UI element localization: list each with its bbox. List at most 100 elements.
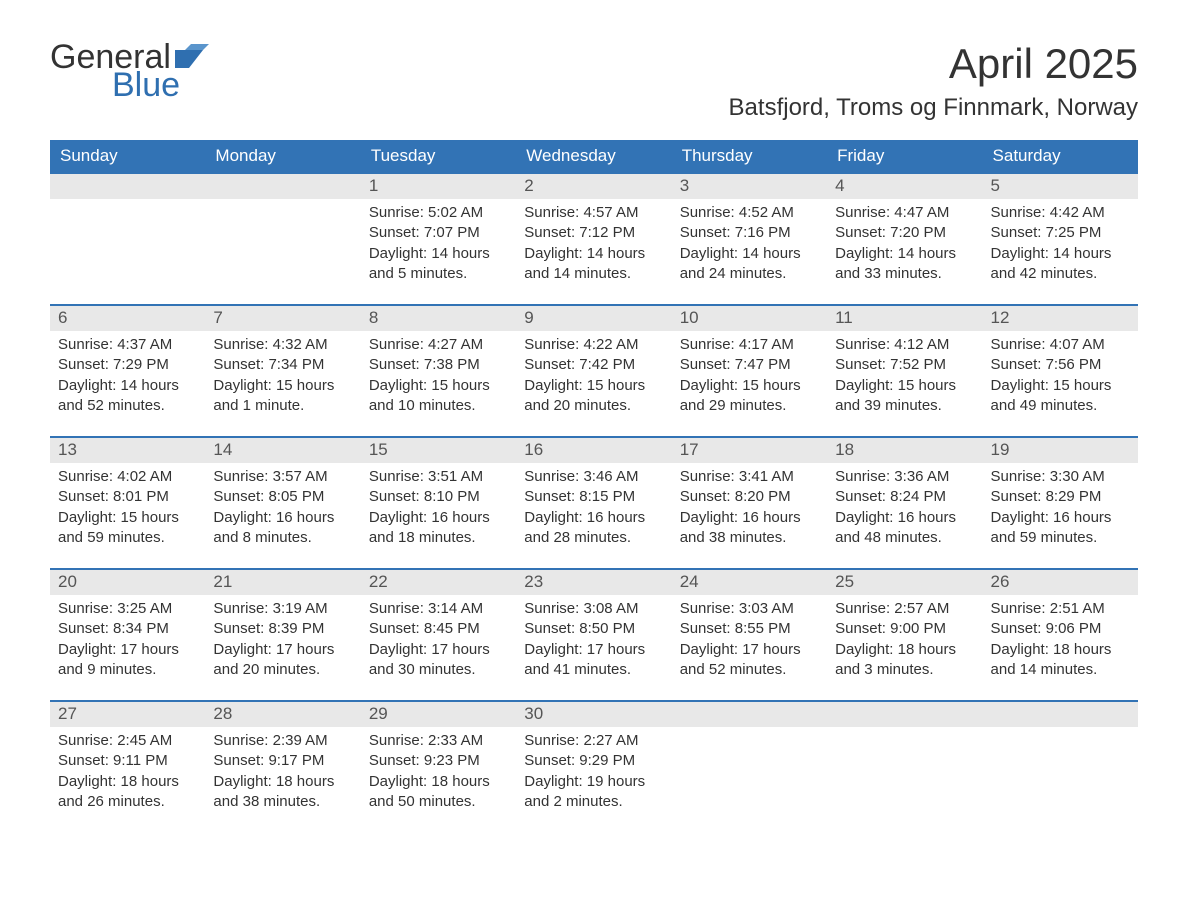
day-content: Sunrise: 4:02 AMSunset: 8:01 PMDaylight:…: [50, 463, 205, 568]
day-line: Sunset: 7:38 PM: [369, 355, 508, 375]
day-line: and 10 minutes.: [369, 396, 508, 416]
day-line: Sunrise: 4:17 AM: [680, 335, 819, 355]
day-content: Sunrise: 4:52 AMSunset: 7:16 PMDaylight:…: [672, 199, 827, 304]
calendar-cell: 1Sunrise: 5:02 AMSunset: 7:07 PMDaylight…: [361, 173, 516, 305]
day-content: Sunrise: 4:32 AMSunset: 7:34 PMDaylight:…: [205, 331, 360, 436]
day-content: Sunrise: 2:57 AMSunset: 9:00 PMDaylight:…: [827, 595, 982, 700]
day-line: and 28 minutes.: [524, 528, 663, 548]
day-line: and 14 minutes.: [524, 264, 663, 284]
logo: General Blue: [50, 40, 209, 102]
day-content: Sunrise: 3:41 AMSunset: 8:20 PMDaylight:…: [672, 463, 827, 568]
calendar-cell: 16Sunrise: 3:46 AMSunset: 8:15 PMDayligh…: [516, 437, 671, 569]
calendar-cell: 6Sunrise: 4:37 AMSunset: 7:29 PMDaylight…: [50, 305, 205, 437]
day-line: Sunset: 9:00 PM: [835, 619, 974, 639]
calendar-cell: [827, 701, 982, 832]
day-header-row: SundayMondayTuesdayWednesdayThursdayFrid…: [50, 140, 1138, 173]
day-line: Sunset: 9:17 PM: [213, 751, 352, 771]
title-block: April 2025 Batsfjord, Troms og Finnmark,…: [729, 40, 1138, 122]
day-line: and 1 minute.: [213, 396, 352, 416]
day-line: and 49 minutes.: [991, 396, 1130, 416]
day-line: Sunrise: 3:19 AM: [213, 599, 352, 619]
day-number: 30: [516, 702, 671, 727]
day-line: and 38 minutes.: [680, 528, 819, 548]
day-line: and 59 minutes.: [58, 528, 197, 548]
day-line: and 18 minutes.: [369, 528, 508, 548]
day-number: 18: [827, 438, 982, 463]
day-content: Sunrise: 4:37 AMSunset: 7:29 PMDaylight:…: [50, 331, 205, 436]
day-header: Saturday: [983, 140, 1138, 173]
calendar-cell: 23Sunrise: 3:08 AMSunset: 8:50 PMDayligh…: [516, 569, 671, 701]
calendar-body: 1Sunrise: 5:02 AMSunset: 7:07 PMDaylight…: [50, 173, 1138, 832]
day-line: Sunset: 8:10 PM: [369, 487, 508, 507]
day-line: Sunset: 9:06 PM: [991, 619, 1130, 639]
day-header: Sunday: [50, 140, 205, 173]
calendar-cell: 24Sunrise: 3:03 AMSunset: 8:55 PMDayligh…: [672, 569, 827, 701]
day-line: Daylight: 18 hours: [58, 772, 197, 792]
day-line: Sunset: 7:42 PM: [524, 355, 663, 375]
day-line: Sunset: 7:16 PM: [680, 223, 819, 243]
day-line: and 33 minutes.: [835, 264, 974, 284]
calendar-cell: [672, 701, 827, 832]
day-line: Sunset: 7:56 PM: [991, 355, 1130, 375]
day-line: Sunset: 8:05 PM: [213, 487, 352, 507]
day-line: Sunrise: 2:33 AM: [369, 731, 508, 751]
calendar-cell: 10Sunrise: 4:17 AMSunset: 7:47 PMDayligh…: [672, 305, 827, 437]
calendar-cell: 20Sunrise: 3:25 AMSunset: 8:34 PMDayligh…: [50, 569, 205, 701]
day-content: Sunrise: 2:27 AMSunset: 9:29 PMDaylight:…: [516, 727, 671, 832]
day-line: Sunrise: 3:36 AM: [835, 467, 974, 487]
day-line: Sunrise: 3:41 AM: [680, 467, 819, 487]
day-line: and 39 minutes.: [835, 396, 974, 416]
day-content: Sunrise: 3:14 AMSunset: 8:45 PMDaylight:…: [361, 595, 516, 700]
day-content: Sunrise: 3:46 AMSunset: 8:15 PMDaylight:…: [516, 463, 671, 568]
calendar-cell: 12Sunrise: 4:07 AMSunset: 7:56 PMDayligh…: [983, 305, 1138, 437]
day-number: [827, 702, 982, 727]
day-number: 1: [361, 174, 516, 199]
calendar-cell: 26Sunrise: 2:51 AMSunset: 9:06 PMDayligh…: [983, 569, 1138, 701]
day-line: and 38 minutes.: [213, 792, 352, 812]
day-line: Daylight: 17 hours: [213, 640, 352, 660]
day-line: Sunrise: 4:52 AM: [680, 203, 819, 223]
calendar-cell: 5Sunrise: 4:42 AMSunset: 7:25 PMDaylight…: [983, 173, 1138, 305]
day-line: Daylight: 14 hours: [524, 244, 663, 264]
calendar-cell: 11Sunrise: 4:12 AMSunset: 7:52 PMDayligh…: [827, 305, 982, 437]
calendar-cell: 29Sunrise: 2:33 AMSunset: 9:23 PMDayligh…: [361, 701, 516, 832]
day-number: 22: [361, 570, 516, 595]
day-number: 23: [516, 570, 671, 595]
day-line: and 48 minutes.: [835, 528, 974, 548]
day-line: Sunrise: 3:46 AM: [524, 467, 663, 487]
calendar-cell: 13Sunrise: 4:02 AMSunset: 8:01 PMDayligh…: [50, 437, 205, 569]
day-content: Sunrise: 4:57 AMSunset: 7:12 PMDaylight:…: [516, 199, 671, 304]
day-line: Sunrise: 4:57 AM: [524, 203, 663, 223]
day-number: 16: [516, 438, 671, 463]
day-line: Daylight: 14 hours: [991, 244, 1130, 264]
day-line: Daylight: 15 hours: [213, 376, 352, 396]
day-number: 9: [516, 306, 671, 331]
day-number: 7: [205, 306, 360, 331]
day-line: Daylight: 18 hours: [991, 640, 1130, 660]
day-number: 4: [827, 174, 982, 199]
day-content: Sunrise: 5:02 AMSunset: 7:07 PMDaylight:…: [361, 199, 516, 304]
day-line: and 24 minutes.: [680, 264, 819, 284]
day-line: Daylight: 17 hours: [524, 640, 663, 660]
logo-flag-icon: [175, 44, 209, 68]
day-line: Sunrise: 3:08 AM: [524, 599, 663, 619]
day-content: Sunrise: 3:25 AMSunset: 8:34 PMDaylight:…: [50, 595, 205, 700]
day-line: Sunrise: 3:57 AM: [213, 467, 352, 487]
day-line: Sunrise: 3:25 AM: [58, 599, 197, 619]
day-number: [983, 702, 1138, 727]
day-number: 3: [672, 174, 827, 199]
day-number: 24: [672, 570, 827, 595]
day-line: Daylight: 15 hours: [524, 376, 663, 396]
day-line: Sunset: 7:29 PM: [58, 355, 197, 375]
day-content: Sunrise: 3:19 AMSunset: 8:39 PMDaylight:…: [205, 595, 360, 700]
day-line: and 52 minutes.: [680, 660, 819, 680]
calendar-cell: [983, 701, 1138, 832]
day-line: Sunset: 8:34 PM: [58, 619, 197, 639]
calendar-cell: 15Sunrise: 3:51 AMSunset: 8:10 PMDayligh…: [361, 437, 516, 569]
day-line: and 42 minutes.: [991, 264, 1130, 284]
day-line: and 29 minutes.: [680, 396, 819, 416]
calendar-cell: 3Sunrise: 4:52 AMSunset: 7:16 PMDaylight…: [672, 173, 827, 305]
calendar-cell: 14Sunrise: 3:57 AMSunset: 8:05 PMDayligh…: [205, 437, 360, 569]
day-number: 29: [361, 702, 516, 727]
day-content: [672, 727, 827, 827]
